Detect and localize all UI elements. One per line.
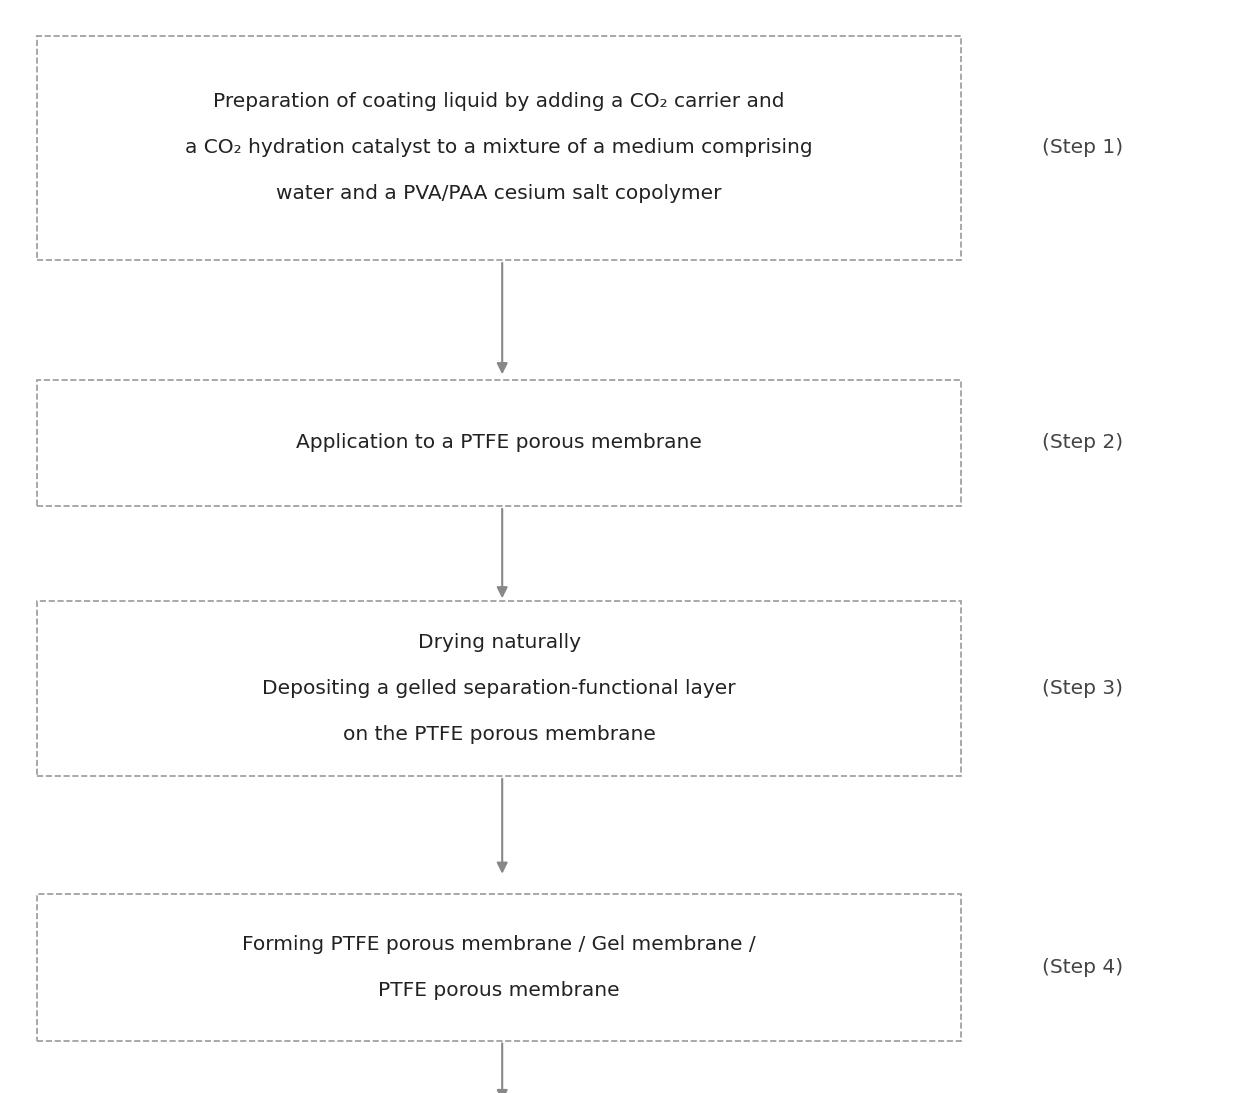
Text: (Step 4): (Step 4)	[1042, 957, 1122, 977]
Text: Application to a PTFE porous membrane: Application to a PTFE porous membrane	[296, 433, 702, 453]
Text: a CO₂ hydration catalyst to a mixture of a medium comprising: a CO₂ hydration catalyst to a mixture of…	[185, 138, 813, 157]
Bar	[37, 380, 961, 505]
Bar	[37, 601, 961, 776]
Text: (Step 2): (Step 2)	[1042, 433, 1122, 453]
Text: (Step 1): (Step 1)	[1042, 138, 1122, 157]
Text: Preparation of coating liquid by adding a CO₂ carrier and: Preparation of coating liquid by adding …	[213, 92, 785, 111]
Text: on the PTFE porous membrane: on the PTFE porous membrane	[342, 725, 656, 744]
Text: Drying naturally: Drying naturally	[418, 633, 580, 653]
Text: Forming PTFE porous membrane / Gel membrane /: Forming PTFE porous membrane / Gel membr…	[242, 935, 756, 954]
Text: water and a PVA/PAA cesium salt copolymer: water and a PVA/PAA cesium salt copolyme…	[277, 184, 722, 203]
Text: PTFE porous membrane: PTFE porous membrane	[378, 980, 620, 1000]
Text: Depositing a gelled separation-functional layer: Depositing a gelled separation-functiona…	[263, 679, 735, 698]
Bar	[37, 35, 961, 260]
Text: (Step 3): (Step 3)	[1042, 679, 1122, 698]
Bar	[37, 894, 961, 1041]
